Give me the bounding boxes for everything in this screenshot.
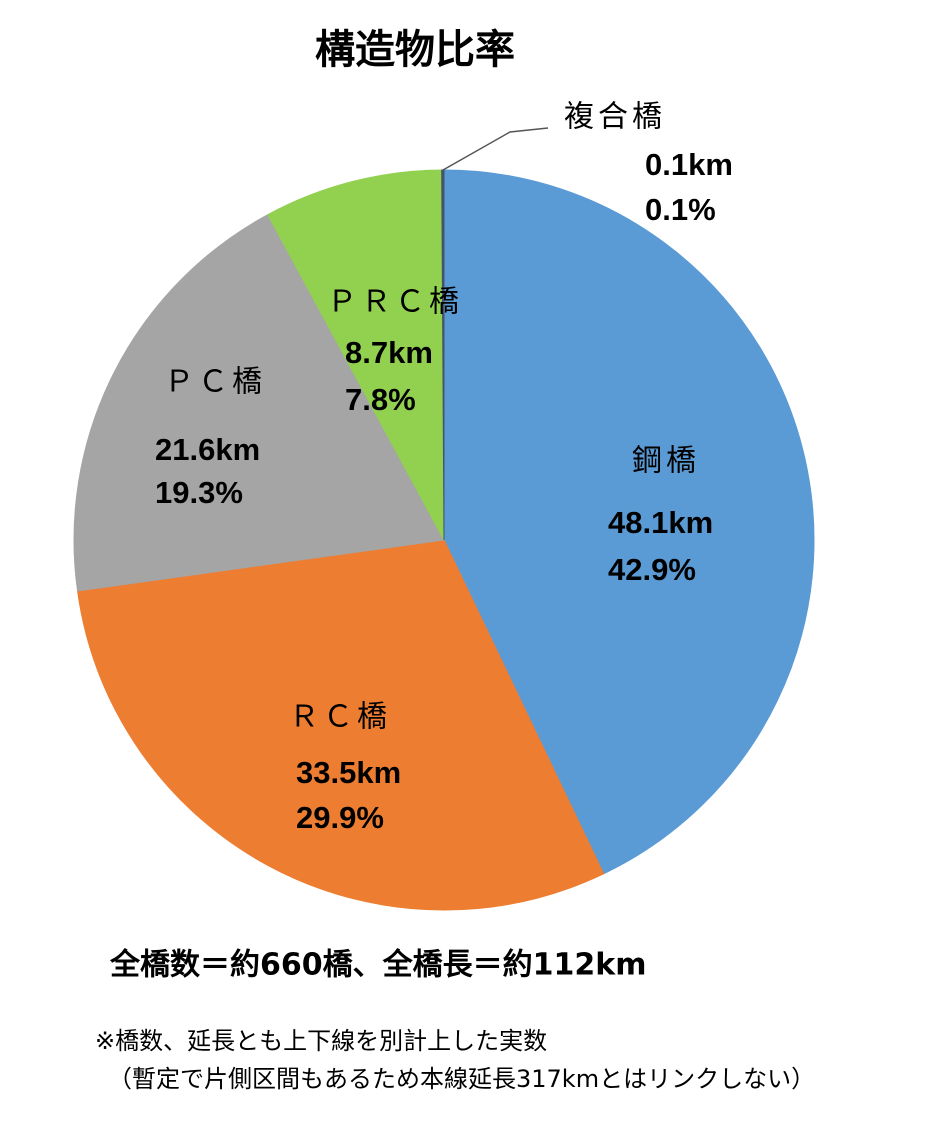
pie-slice bbox=[443, 169, 815, 875]
note: （暫定で片側区間もあるため本線延長317kmとはリンクしない） bbox=[108, 1065, 815, 1093]
pie-slice bbox=[73, 213, 445, 592]
length-label: 8.7km bbox=[345, 335, 433, 370]
length-label: 33.5km bbox=[296, 755, 401, 790]
length-label: 21.6km bbox=[155, 432, 260, 467]
pie-slice bbox=[267, 169, 445, 541]
value-label: 7.8% bbox=[345, 382, 416, 417]
note: ※橋数、延長とも上下線を別計上した実数 bbox=[95, 1027, 547, 1055]
slice-label: ＲＣ橋 bbox=[289, 700, 391, 735]
value-label: 42.9% bbox=[608, 552, 696, 587]
chart-title: 構造物比率 bbox=[315, 27, 515, 73]
slice-label: ＰＣ橋 bbox=[164, 365, 266, 400]
value-label: 0.1% bbox=[645, 192, 716, 227]
slice-label: 複合橋 bbox=[564, 100, 666, 135]
value-label: 19.3% bbox=[155, 475, 243, 510]
length-label: 48.1km bbox=[608, 505, 713, 540]
length-label: 0.1km bbox=[645, 147, 733, 182]
summary: 全橋数＝約660橋、全橋長＝約112km bbox=[109, 948, 646, 983]
slice-label: ＰＲＣ橋 bbox=[327, 285, 463, 320]
leader-line bbox=[442, 127, 549, 171]
value-label: 29.9% bbox=[296, 800, 384, 835]
pie-slice bbox=[76, 539, 605, 911]
slice-label: 鋼橋 bbox=[632, 444, 700, 479]
